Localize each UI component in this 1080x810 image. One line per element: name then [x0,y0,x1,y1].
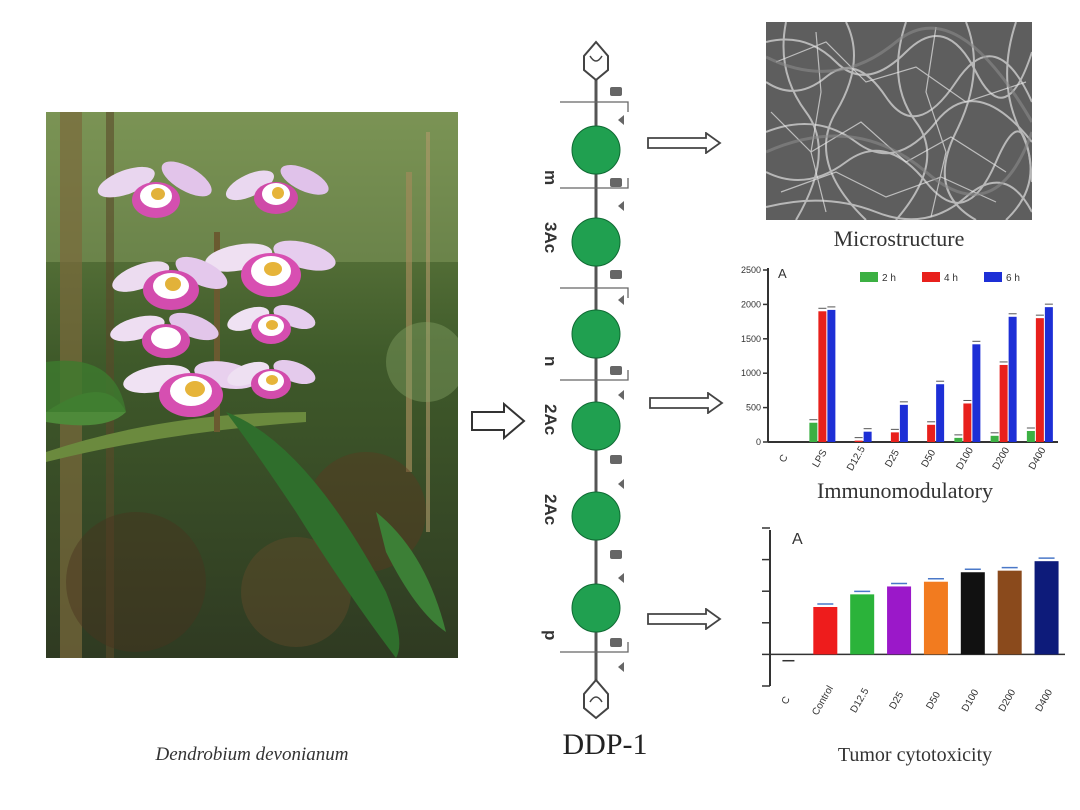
tumor-bar [960,572,985,655]
immuno-legend-swatch [860,272,878,282]
immuno-legend-swatch [922,272,940,282]
immuno-bar [972,344,981,442]
immuno-chart: A 2 h 4 h 6 h 0 500 1000 1500 2000 2500 C LPS D12… [741,265,1058,473]
immuno-bar [854,440,863,442]
tumor-x-label: D25 [888,690,907,712]
tumor-bar [997,570,1022,655]
substituent-label-2ac-b: 2Ac [541,494,560,526]
immuno-bar [809,422,818,442]
tumor-bar [850,594,875,655]
tumor-y-ticks [762,527,770,687]
plant-caption: Dendrobium devonianum [155,744,349,765]
immuno-bar [890,432,899,442]
sugar-residues [571,125,621,633]
immuno-bar [963,403,972,442]
immuno-bar [1035,318,1044,442]
tumor-caption: Tumor cytotoxicity [837,744,993,766]
immuno-y-tick-label: 0 [756,437,761,447]
tumor-bar [813,607,838,655]
immuno-x-label: C [777,453,790,465]
arrow-to-microstructure-icon [647,132,722,154]
immuno-legend: 2 h 4 h 6 h [860,272,1020,284]
immuno-caption: Immunomodulatory [817,478,993,503]
substituent-label-2ac-a: 2Ac [541,404,560,436]
repeat-label-n: n [541,356,560,367]
immuno-x-label: D400 [1027,445,1049,472]
immuno-bar [1044,307,1053,442]
tumor-chart: A C Control D12.5 D25 D50 D100 D200 D400 [762,527,1065,717]
immuno-y-tick-label: 500 [746,403,761,413]
immuno-bar [1008,316,1017,442]
repeat-brackets [560,101,629,653]
sem-texture [766,22,1032,220]
tumor-x-label: D400 [1034,687,1056,714]
immuno-y-tick-label: 1000 [741,368,761,378]
immuno-bar [818,311,827,442]
tumor-x-label: C [780,695,793,707]
immuno-x-label: D100 [954,445,976,472]
immuno-bar [863,431,872,442]
immuno-x-label: D25 [883,448,902,470]
microstructure-caption: Microstructure [833,226,965,251]
immuno-x-label: LPS [811,448,830,470]
immuno-y-ticks: 0 500 1000 1500 2000 2500 [741,265,768,447]
linkage-markers [610,87,624,672]
immuno-legend-label: 6 h [1006,273,1020,284]
orchid-flowers [97,161,336,417]
immuno-bar [899,404,908,442]
immuno-bar [990,435,999,442]
right-arrow-icon [471,402,526,440]
orchid-illustration [46,112,458,658]
immuno-x-label: D12.5 [845,444,868,473]
substituent-label-3ac: 3Ac [541,222,560,254]
tumor-bar [1034,561,1059,655]
tumor-x-label: Control [810,684,836,717]
ddp1-chain [560,40,629,720]
immuno-legend-label: 4 h [944,273,958,284]
tumor-x-label: D100 [960,687,982,714]
tumor-x-label: D200 [997,687,1019,714]
tumor-panel-letter: A [792,531,803,548]
tumor-bars [782,557,1059,662]
immuno-bar [1026,430,1035,442]
immuno-bar [927,424,936,442]
ddp1-title: DDP-1 [562,728,648,761]
immuno-y-tick-label: 2000 [741,299,761,309]
tumor-bar [923,581,948,655]
arrow-to-immuno-icon [649,392,724,414]
bottom-end-hexagon [583,678,609,720]
repeat-label-p: p [541,630,560,641]
immuno-bar [954,437,963,442]
tumor-x-label: D12.5 [849,686,872,715]
immuno-y-tick-label: 1500 [741,334,761,344]
immuno-panel-letter: A [778,266,787,281]
immuno-y-tick-label: 2500 [741,265,761,275]
immuno-legend-swatch [984,272,1002,282]
tumor-x-label: D50 [924,690,943,712]
immuno-bar [999,364,1008,442]
tumor-bar [887,586,912,655]
immuno-x-label: D50 [920,448,939,470]
immuno-bar [827,309,836,442]
plant-photo [46,112,458,658]
arrow-to-tumor-icon [647,608,722,630]
immuno-bars [809,303,1053,442]
tumor-x-labels: C Control D12.5 D25 D50 D100 D200 D400 [780,684,1056,717]
repeat-label-m: m [541,170,560,186]
microstructure-image [766,22,1032,220]
immuno-legend-label: 2 h [882,273,896,284]
immuno-bar [936,384,945,442]
immuno-x-labels: C LPS D12.5 D25 D50 D100 D200 D400 [777,444,1048,473]
immuno-x-label: D200 [991,445,1013,472]
